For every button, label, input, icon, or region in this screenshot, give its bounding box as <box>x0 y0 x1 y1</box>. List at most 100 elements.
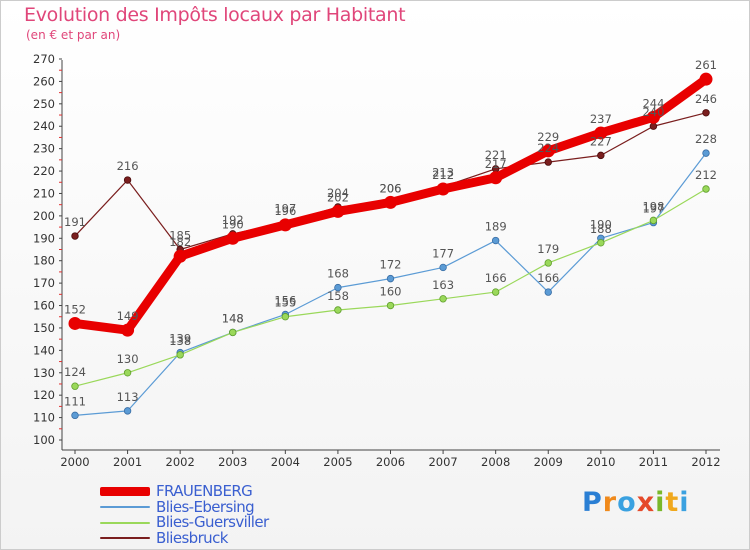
x-tick-label: 2007 <box>428 455 457 469</box>
data-label: 124 <box>64 365 86 379</box>
data-label: 206 <box>380 181 402 195</box>
data-point <box>334 306 342 314</box>
data-label: 152 <box>64 302 86 316</box>
y-tick-label: 130 <box>33 366 55 380</box>
legend-swatch <box>100 487 150 497</box>
data-label: 224 <box>537 141 559 155</box>
data-point <box>123 176 132 184</box>
data-label: 198 <box>642 199 664 213</box>
data-point <box>597 151 605 160</box>
data-label: 217 <box>485 157 507 171</box>
logo-letter: x <box>636 487 656 518</box>
data-label: 148 <box>222 311 244 325</box>
data-point <box>491 288 500 296</box>
data-point <box>439 295 447 303</box>
data-point <box>702 149 710 157</box>
y-tick-label: 120 <box>33 388 55 402</box>
data-label: 227 <box>590 134 612 148</box>
data-label: 206 <box>380 181 402 195</box>
data-label: 185 <box>169 229 191 243</box>
data-point <box>646 110 660 124</box>
data-point <box>544 288 552 296</box>
y-tick-label: 110 <box>33 411 55 425</box>
data-point <box>541 144 555 158</box>
data-point <box>71 411 79 420</box>
data-label: 212 <box>432 168 454 182</box>
legend-label: Bliesbruck <box>156 528 228 547</box>
data-label: 221 <box>485 148 507 162</box>
data-point <box>594 126 608 140</box>
y-tick-label: 170 <box>33 276 55 290</box>
data-point <box>229 328 237 337</box>
data-point <box>597 239 605 247</box>
data-point <box>331 204 345 218</box>
data-label: 113 <box>117 390 139 404</box>
x-tick-label: 2004 <box>271 455 300 469</box>
data-point <box>176 351 184 359</box>
legend-label: FRAUENBERG <box>156 482 253 501</box>
data-point <box>386 301 395 310</box>
data-label: 240 <box>642 105 664 119</box>
legend: FRAUENBERG Blies-Ebersing Blies-Guersville… <box>100 484 269 546</box>
legend-label: Blies-Ebersing <box>156 497 255 516</box>
legend-item: FRAUENBERG <box>100 484 269 500</box>
legend-label: Blies-Guersviller <box>156 513 269 532</box>
data-point <box>71 382 79 390</box>
data-label: 261 <box>695 58 717 72</box>
data-point <box>384 195 397 209</box>
data-point <box>173 249 187 263</box>
y-tick-label: 140 <box>33 343 55 357</box>
data-label: 246 <box>695 92 717 106</box>
logo-letter: r <box>602 487 618 518</box>
data-label: 158 <box>327 289 349 303</box>
data-point <box>702 185 710 193</box>
logo-letter: o <box>617 487 637 518</box>
x-tick-label: 2005 <box>323 455 352 469</box>
legend-swatch <box>100 506 150 509</box>
data-point <box>278 218 292 232</box>
logo-letter: P <box>582 487 603 518</box>
x-tick-label: 2008 <box>481 455 510 469</box>
data-label: 156 <box>274 293 296 307</box>
data-label: 192 <box>222 213 244 227</box>
data-label: 155 <box>274 296 296 310</box>
legend-swatch <box>100 537 150 540</box>
data-label: 212 <box>695 168 717 182</box>
y-tick-label: 270 <box>33 52 55 66</box>
y-tick-label: 100 <box>33 433 55 447</box>
y-tick-label: 250 <box>33 97 55 111</box>
y-tick-label: 230 <box>33 142 55 156</box>
data-label: 190 <box>222 217 244 231</box>
data-point <box>699 72 713 86</box>
y-tick-label: 190 <box>33 231 55 245</box>
x-tick-label: 2006 <box>376 455 405 469</box>
legend-item: Blies-Guersviller <box>100 515 269 531</box>
data-label: 138 <box>169 334 191 348</box>
x-tick-label: 2012 <box>691 455 720 469</box>
data-label: 228 <box>695 132 717 146</box>
data-label: 182 <box>169 235 191 249</box>
data-label: 130 <box>117 352 139 366</box>
x-tick-label: 2009 <box>534 455 563 469</box>
data-point <box>334 283 342 292</box>
data-point <box>649 216 658 225</box>
data-point <box>436 182 450 196</box>
y-tick-label: 240 <box>33 119 55 133</box>
data-label: 168 <box>327 267 349 281</box>
data-point <box>123 407 132 415</box>
legend-swatch <box>100 521 150 524</box>
x-tick-label: 2000 <box>60 455 89 469</box>
data-label: 213 <box>432 166 454 180</box>
data-point <box>491 236 500 245</box>
data-label: 111 <box>64 394 86 408</box>
data-point <box>702 109 710 117</box>
data-point <box>123 369 132 377</box>
data-label: 190 <box>590 217 612 231</box>
data-point <box>226 231 240 245</box>
data-label: 197 <box>274 202 296 216</box>
x-tick-label: 2002 <box>166 455 195 469</box>
data-label: 163 <box>432 278 454 292</box>
data-point <box>71 232 79 240</box>
data-point <box>649 122 658 130</box>
y-tick-label: 210 <box>33 186 55 200</box>
